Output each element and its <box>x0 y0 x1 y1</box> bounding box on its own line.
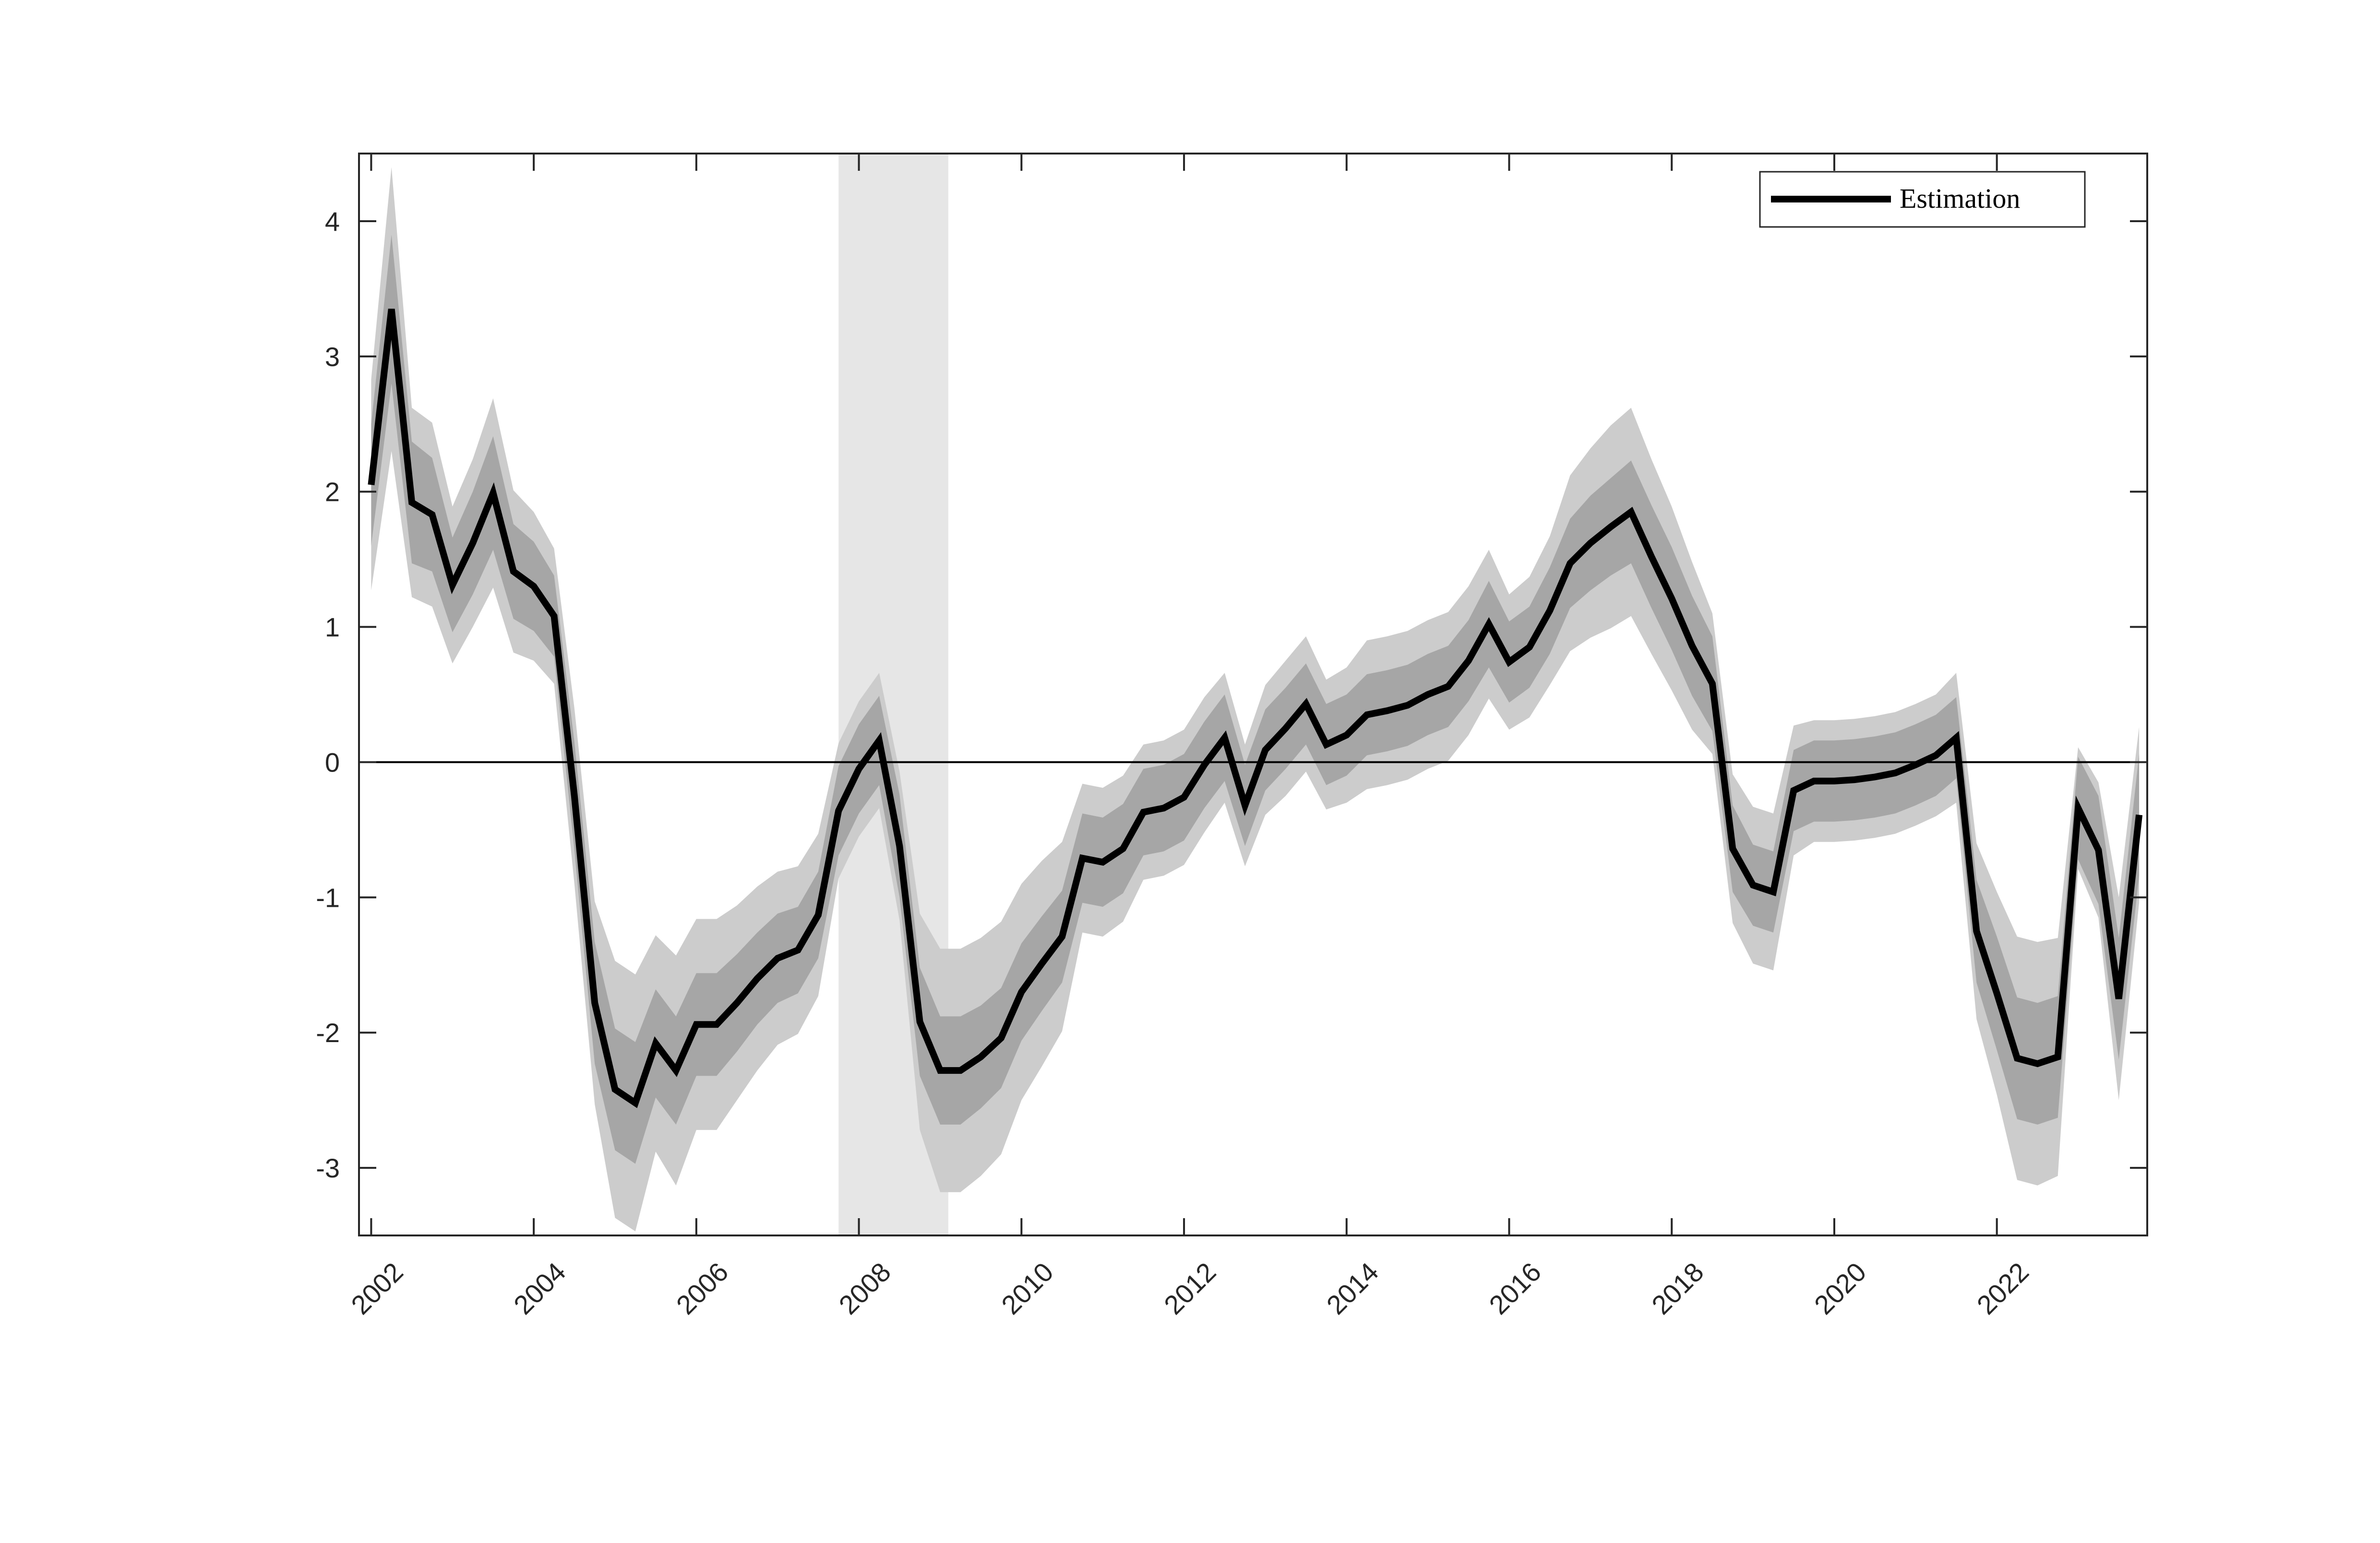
y-tick-label: 2 <box>325 477 340 507</box>
confidence-band-layer <box>371 167 2140 1232</box>
legend-label-estimation: Estimation <box>1900 183 2020 214</box>
axes-box <box>358 153 2148 1236</box>
y-tick-label: 1 <box>325 612 340 642</box>
plot-area <box>359 154 2147 1235</box>
y-tick-label: 4 <box>325 206 340 237</box>
y-tick-label: -2 <box>316 1018 340 1048</box>
y-tick-label: -1 <box>316 882 340 913</box>
series-line-estimation <box>368 309 2143 1108</box>
y-tick-label: -3 <box>316 1153 340 1183</box>
y-tick-label: 0 <box>325 747 340 777</box>
series-layer <box>368 309 2143 1108</box>
legend: Estimation <box>1759 171 2086 228</box>
confidence-band-inner <box>371 235 2140 1164</box>
y-tick-label: 3 <box>325 342 340 372</box>
